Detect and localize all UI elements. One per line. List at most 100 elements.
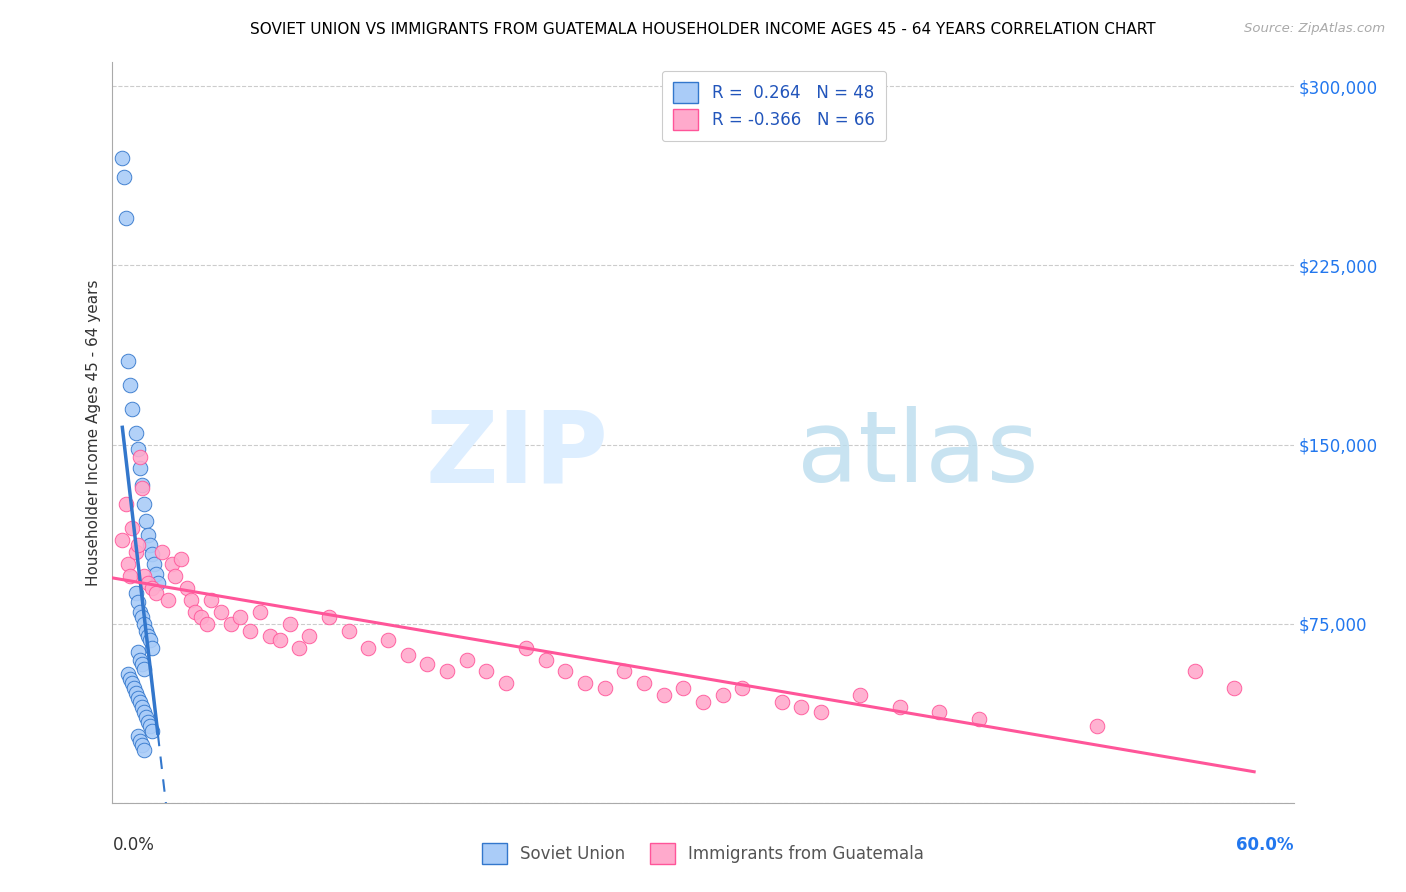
Point xyxy=(554,665,576,679)
Point xyxy=(121,676,143,690)
Point xyxy=(633,676,655,690)
Point xyxy=(131,657,153,672)
Point xyxy=(150,545,173,559)
Point xyxy=(139,538,162,552)
Point xyxy=(176,581,198,595)
Point xyxy=(190,609,212,624)
Point xyxy=(120,569,142,583)
Legend: R =  0.264   N = 48, R = -0.366   N = 66: R = 0.264 N = 48, R = -0.366 N = 66 xyxy=(662,70,886,142)
Text: 60.0%: 60.0% xyxy=(1236,836,1294,855)
Point xyxy=(129,696,152,710)
Y-axis label: Householder Income Ages 45 - 64 years: Householder Income Ages 45 - 64 years xyxy=(86,279,101,586)
Point xyxy=(534,652,557,666)
Point xyxy=(259,629,281,643)
Point xyxy=(121,521,143,535)
Point xyxy=(288,640,311,655)
Point xyxy=(180,592,202,607)
Point xyxy=(136,528,159,542)
Point xyxy=(652,689,675,703)
Point xyxy=(135,710,157,724)
Point xyxy=(141,581,163,595)
Point xyxy=(377,633,399,648)
Point xyxy=(278,616,301,631)
Point xyxy=(515,640,537,655)
Point xyxy=(127,729,149,743)
Point xyxy=(131,700,153,714)
Point xyxy=(132,705,155,719)
Point xyxy=(436,665,458,679)
Point xyxy=(135,624,157,638)
Point xyxy=(132,616,155,631)
Point xyxy=(141,724,163,739)
Point xyxy=(132,497,155,511)
Point xyxy=(229,609,252,624)
Point xyxy=(127,595,149,609)
Point xyxy=(298,629,321,643)
Point xyxy=(475,665,498,679)
Text: ZIP: ZIP xyxy=(426,407,609,503)
Point xyxy=(337,624,360,638)
Point xyxy=(1184,665,1206,679)
Point xyxy=(127,645,149,659)
Point xyxy=(129,450,152,464)
Point xyxy=(574,676,596,690)
Point xyxy=(115,497,138,511)
Point xyxy=(136,576,159,591)
Point xyxy=(141,640,163,655)
Point xyxy=(125,545,148,559)
Point xyxy=(239,624,262,638)
Point xyxy=(200,592,222,607)
Point xyxy=(672,681,695,695)
Point xyxy=(127,442,149,457)
Point xyxy=(165,569,187,583)
Text: 0.0%: 0.0% xyxy=(112,836,155,855)
Point xyxy=(160,557,183,571)
Point xyxy=(184,605,207,619)
Point xyxy=(219,616,242,631)
Point xyxy=(139,633,162,648)
Point xyxy=(125,686,148,700)
Point xyxy=(117,557,139,571)
Point xyxy=(810,705,832,719)
Point xyxy=(131,609,153,624)
Point xyxy=(120,377,142,392)
Text: Source: ZipAtlas.com: Source: ZipAtlas.com xyxy=(1244,22,1385,36)
Point xyxy=(112,170,135,185)
Point xyxy=(129,733,152,747)
Point xyxy=(131,481,153,495)
Point xyxy=(456,652,478,666)
Point xyxy=(122,681,145,695)
Point xyxy=(396,648,419,662)
Point xyxy=(195,616,218,631)
Point xyxy=(711,689,734,703)
Point xyxy=(132,662,155,676)
Point xyxy=(141,548,163,562)
Text: SOVIET UNION VS IMMIGRANTS FROM GUATEMALA HOUSEHOLDER INCOME AGES 45 - 64 YEARS : SOVIET UNION VS IMMIGRANTS FROM GUATEMAL… xyxy=(250,22,1156,37)
Point xyxy=(129,461,152,475)
Point xyxy=(170,552,193,566)
Point xyxy=(111,151,134,165)
Text: atlas: atlas xyxy=(797,407,1039,503)
Point xyxy=(131,478,153,492)
Point xyxy=(416,657,439,672)
Point xyxy=(131,739,153,753)
Point xyxy=(928,705,950,719)
Point xyxy=(495,676,517,690)
Point xyxy=(115,211,138,225)
Point xyxy=(125,425,148,440)
Point xyxy=(770,696,793,710)
Point xyxy=(136,629,159,643)
Point xyxy=(117,666,139,681)
Point xyxy=(613,665,636,679)
Point xyxy=(132,569,155,583)
Point xyxy=(129,652,152,666)
Point xyxy=(249,605,271,619)
Point xyxy=(125,585,148,599)
Point xyxy=(318,609,340,624)
Point xyxy=(129,605,152,619)
Point xyxy=(156,592,179,607)
Point xyxy=(849,689,872,703)
Point xyxy=(593,681,616,695)
Point xyxy=(1223,681,1246,695)
Point xyxy=(121,401,143,416)
